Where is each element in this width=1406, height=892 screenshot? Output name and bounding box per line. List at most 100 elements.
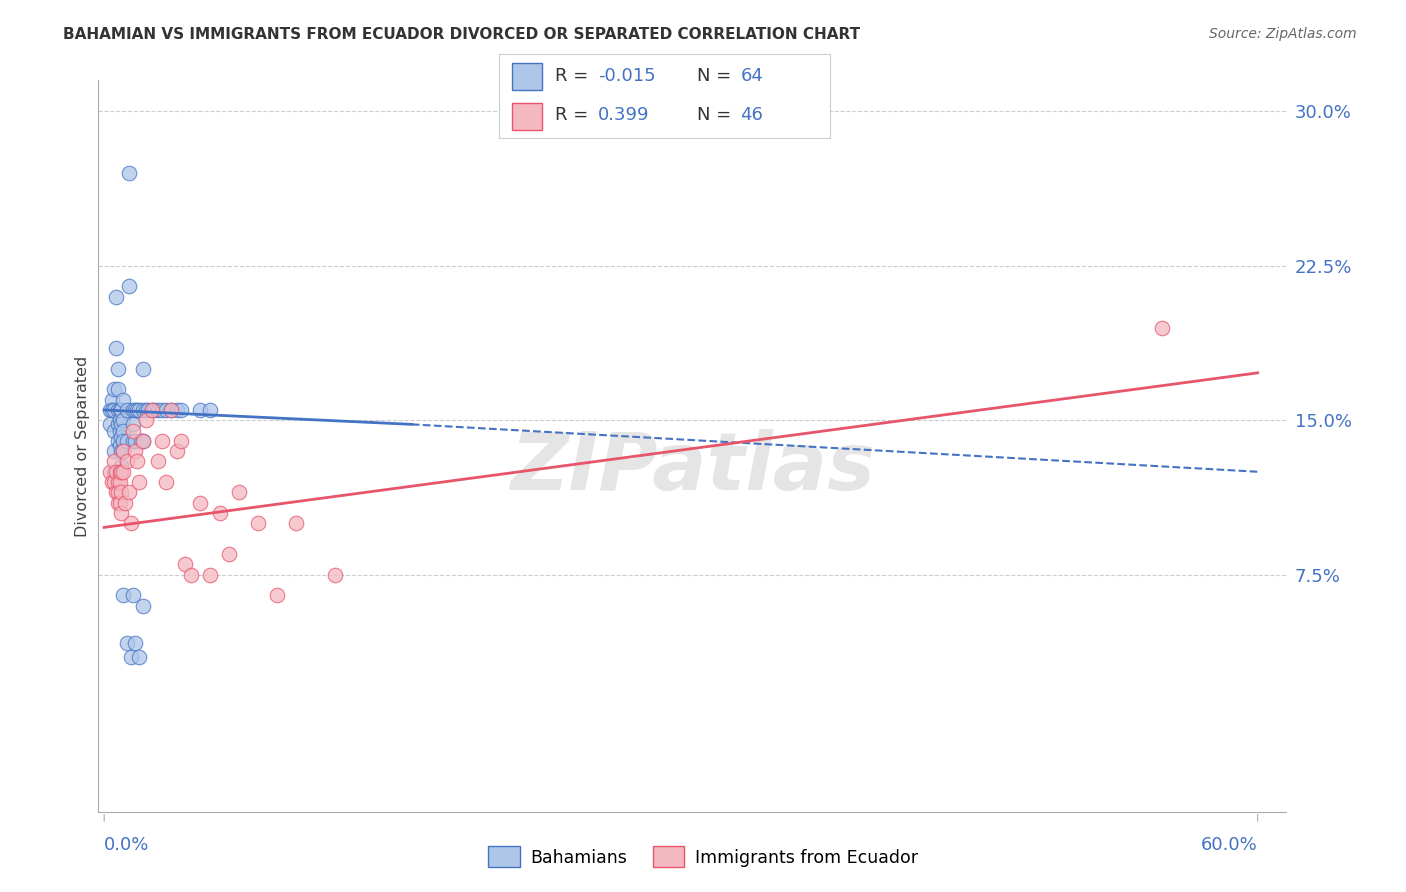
Text: -0.015: -0.015 <box>599 68 655 86</box>
FancyBboxPatch shape <box>512 103 543 130</box>
Legend: Bahamians, Immigrants from Ecuador: Bahamians, Immigrants from Ecuador <box>481 839 925 874</box>
Point <box>146 454 169 468</box>
Point <box>107 417 129 432</box>
Point <box>104 465 127 479</box>
Text: R =: R = <box>555 106 595 124</box>
Point <box>112 434 135 448</box>
Point <box>104 485 127 500</box>
Text: 64: 64 <box>741 68 763 86</box>
Point <box>122 417 145 432</box>
Point <box>110 458 132 473</box>
Point <box>125 454 148 468</box>
Point <box>138 403 160 417</box>
Point <box>143 403 166 417</box>
Text: 60.0%: 60.0% <box>1201 837 1257 855</box>
Point <box>155 403 177 417</box>
Point <box>101 403 124 417</box>
Text: N =: N = <box>697 68 737 86</box>
Point <box>188 496 211 510</box>
Point <box>103 382 125 396</box>
Point <box>110 506 132 520</box>
Point <box>131 434 153 448</box>
Point <box>180 567 202 582</box>
Point <box>124 636 146 650</box>
Text: 0.399: 0.399 <box>599 106 650 124</box>
Point <box>122 434 145 448</box>
Point <box>107 382 129 396</box>
Point <box>150 434 173 448</box>
Point <box>112 588 135 602</box>
Point <box>1150 320 1173 334</box>
Point <box>131 361 153 376</box>
Point <box>122 588 145 602</box>
Point <box>112 465 135 479</box>
FancyBboxPatch shape <box>512 62 543 90</box>
Point <box>110 465 132 479</box>
Point <box>124 444 146 458</box>
Point <box>198 567 221 582</box>
Point <box>285 516 308 531</box>
Point <box>110 403 132 417</box>
Text: ZIPatlas: ZIPatlas <box>510 429 875 507</box>
Point <box>124 403 146 417</box>
Point <box>103 465 125 479</box>
Text: BAHAMIAN VS IMMIGRANTS FROM ECUADOR DIVORCED OR SEPARATED CORRELATION CHART: BAHAMIAN VS IMMIGRANTS FROM ECUADOR DIVO… <box>63 27 860 42</box>
Point <box>117 636 139 650</box>
Point <box>160 403 183 417</box>
Point <box>110 430 132 444</box>
Point <box>246 516 269 531</box>
Point <box>198 403 221 417</box>
Point <box>131 599 153 613</box>
Point <box>170 434 193 448</box>
Point <box>160 403 183 417</box>
Point <box>110 444 132 458</box>
Point <box>118 485 141 500</box>
Point <box>131 403 153 417</box>
Point <box>101 475 124 489</box>
Text: Source: ZipAtlas.com: Source: ZipAtlas.com <box>1209 27 1357 41</box>
Point <box>112 444 135 458</box>
Text: R =: R = <box>555 68 595 86</box>
Point <box>323 567 346 582</box>
Point <box>108 403 131 417</box>
Point <box>141 403 163 417</box>
Point <box>120 516 142 531</box>
Point <box>103 454 125 468</box>
Text: 46: 46 <box>741 106 763 124</box>
Point <box>188 403 211 417</box>
Point <box>228 485 250 500</box>
Point <box>98 417 121 432</box>
Point <box>120 650 142 665</box>
Point <box>112 413 135 427</box>
Point <box>108 424 131 438</box>
Point <box>108 438 131 452</box>
Point <box>101 392 124 407</box>
Point <box>131 434 153 448</box>
Point <box>146 403 169 417</box>
Point <box>108 413 131 427</box>
Point <box>128 403 150 417</box>
Point <box>135 403 157 417</box>
Point <box>218 547 240 561</box>
Point <box>155 475 177 489</box>
Point <box>108 475 131 489</box>
Y-axis label: Divorced or Separated: Divorced or Separated <box>75 355 90 537</box>
Point <box>122 424 145 438</box>
Point <box>112 444 135 458</box>
Point <box>98 465 121 479</box>
Point <box>117 454 139 468</box>
Point <box>103 475 125 489</box>
Point <box>117 434 139 448</box>
Point <box>112 424 135 438</box>
Point <box>141 403 163 417</box>
Point <box>107 496 129 510</box>
Text: 0.0%: 0.0% <box>104 837 149 855</box>
Point <box>135 413 157 427</box>
Point <box>107 434 129 448</box>
Point <box>128 650 150 665</box>
Point <box>166 403 188 417</box>
Point <box>107 361 129 376</box>
Point <box>170 403 193 417</box>
Point <box>114 496 136 510</box>
Point <box>103 444 125 458</box>
